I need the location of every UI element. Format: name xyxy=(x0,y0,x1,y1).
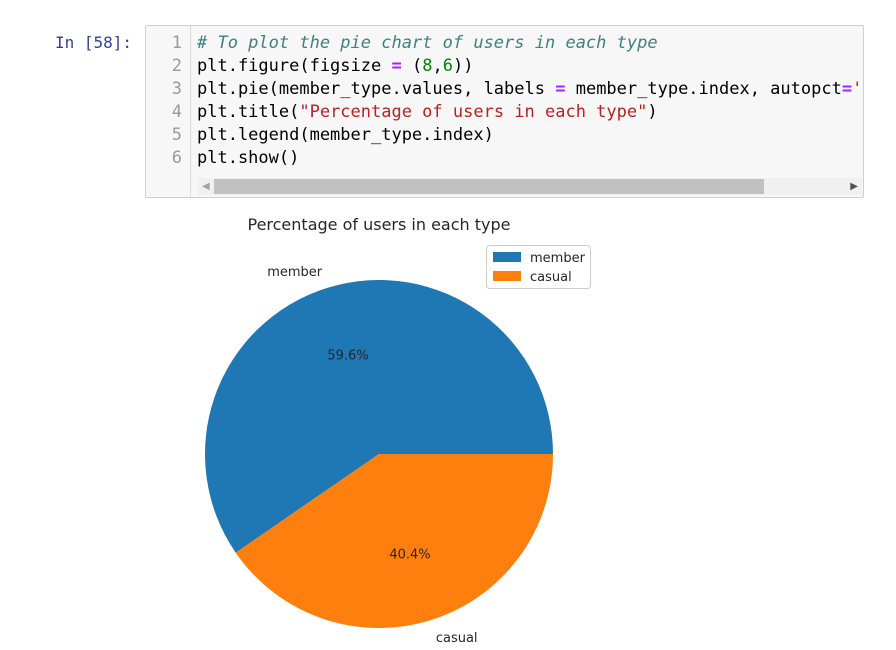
code-token: = xyxy=(555,79,566,99)
code-token: = xyxy=(841,79,853,99)
code-token: # To plot the pie chart of users in each… xyxy=(197,33,658,53)
pie-slice-casual xyxy=(235,454,553,629)
code-token: 8 xyxy=(422,56,433,76)
scroll-right-icon[interactable]: ▶ xyxy=(850,181,858,192)
code-cell[interactable]: 1 # To plot the pie chart of users in eac… xyxy=(145,25,864,198)
slice-label: member xyxy=(267,265,323,280)
line-number: 6 xyxy=(171,148,182,168)
code-text: plt.show() xyxy=(197,147,299,170)
code-line[interactable]: 3 plt.pie(member_type.values, labels = me… xyxy=(146,78,863,101)
legend-swatch xyxy=(493,252,521,262)
code-editor[interactable]: 1 # To plot the pie chart of users in eac… xyxy=(146,32,863,170)
scrollbar-thumb[interactable] xyxy=(214,179,764,194)
line-number: 2 xyxy=(171,56,182,76)
code-text: # To plot the pie chart of users in each… xyxy=(197,32,658,55)
code-token: "Percentage of users in each type" xyxy=(299,102,648,122)
pct-label: 59.6% xyxy=(327,348,368,363)
chart-title: Percentage of users in each type xyxy=(247,215,510,234)
code-text: plt.title("Percentage of users in each t… xyxy=(197,101,658,124)
code-text: plt.pie(member_type.values, labels = mem… xyxy=(197,78,862,101)
pie-slice-member xyxy=(205,279,553,553)
cell-prompt: In [58]: xyxy=(55,33,133,52)
code-token: ( xyxy=(401,56,423,76)
code-line[interactable]: 2 plt.figure(figsize = (8,6)) xyxy=(146,55,863,78)
line-number-gutter xyxy=(146,26,191,197)
code-token: plt.show() xyxy=(197,148,300,168)
line-number: 4 xyxy=(171,102,182,122)
slice-label: casual xyxy=(436,631,478,646)
pct-label: 40.4% xyxy=(389,548,430,563)
line-number: 5 xyxy=(171,125,182,145)
code-token: 6 xyxy=(442,56,453,76)
code-token: plt.legend(member_type.index) xyxy=(197,125,494,145)
code-text: plt.figure(figsize = (8,6)) xyxy=(197,55,473,78)
legend-entry: member xyxy=(530,251,586,266)
code-token: member_type.index, autopct xyxy=(565,79,842,99)
code-line[interactable]: 5 plt.legend(member_type.index) xyxy=(146,124,863,147)
code-token: plt.pie(member_type.values, labels xyxy=(197,79,556,99)
code-line[interactable]: 1 # To plot the pie chart of users in eac… xyxy=(146,32,863,55)
code-text: plt.legend(member_type.index) xyxy=(197,124,494,147)
legend: member casual xyxy=(486,245,591,289)
legend-entry: casual xyxy=(530,270,572,285)
horizontal-scrollbar[interactable]: ◀ ▶ xyxy=(198,178,862,195)
code-token: ' xyxy=(852,79,863,99)
line-number: 3 xyxy=(171,79,182,99)
code-token: = xyxy=(391,56,402,76)
code-token: plt.figure(figsize xyxy=(197,56,392,76)
code-token: , xyxy=(432,56,443,76)
scroll-left-icon[interactable]: ◀ xyxy=(202,181,210,192)
code-line[interactable]: 6 plt.show() xyxy=(146,147,863,170)
code-token: )) xyxy=(452,56,474,76)
code-line[interactable]: 4 plt.title("Percentage of users in each … xyxy=(146,101,863,124)
legend-swatch xyxy=(493,271,521,281)
line-number: 1 xyxy=(171,33,182,53)
code-token: plt.title( xyxy=(197,102,300,122)
code-token: ) xyxy=(647,102,658,122)
